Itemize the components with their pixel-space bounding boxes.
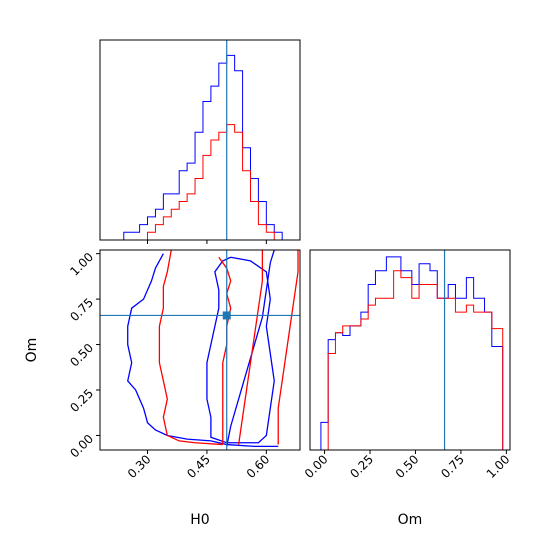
contour-red-0	[218, 256, 232, 445]
contour-y-tick-label-4: 1.00	[67, 250, 96, 279]
om-hist-x-tick-label-0: 0.00	[302, 452, 331, 481]
contour-red-3	[277, 250, 299, 445]
y-axis-label-om: Om	[24, 338, 40, 363]
truth-marker	[222, 311, 231, 320]
om-hist-x-tick-label-4: 1.00	[484, 452, 513, 481]
h0-om-contour-panel: 0.30 0.45 0.60 0.00 0.25 0.50 0.75 1.00	[67, 249, 301, 481]
contour-blue-1	[127, 253, 279, 448]
om-histogram-panel: 0.00 0.25 0.50 0.75 1.00	[302, 249, 513, 481]
om-hist-series-blue	[310, 256, 510, 451]
om-hist-x-tick-label-1: 0.25	[347, 452, 376, 481]
h0-hist-series-red	[100, 124, 300, 241]
h0-hist-frame	[99, 39, 301, 241]
contour-area	[127, 250, 299, 448]
om-hist-x-tick-label-2: 0.50	[393, 452, 422, 481]
contour-frame	[99, 249, 301, 451]
contour-red-1	[158, 250, 223, 446]
om-hist-x-tick-label-3: 0.75	[438, 452, 467, 481]
contour-blue-0	[206, 256, 275, 444]
x-axis-label-om: Om	[398, 512, 423, 528]
contour-x-tick-label-0: 0.30	[125, 452, 154, 481]
contour-y-tick-label-0: 0.00	[67, 432, 96, 461]
contour-blue-2	[226, 250, 275, 447]
om-hist-frame	[309, 249, 511, 451]
contour-y-tick-label-2: 0.50	[67, 341, 96, 370]
h0-hist-series-blue	[100, 54, 300, 241]
x-axis-label-h0: H0	[190, 512, 209, 528]
contour-x-tick-label-1: 0.45	[184, 452, 213, 481]
contour-y-tick-label-3: 0.75	[67, 295, 96, 324]
om-hist-series-red	[310, 270, 510, 451]
h0-histogram-panel	[99, 39, 301, 244]
contour-y-tick-label-1: 0.25	[67, 386, 96, 415]
contour-red-2	[237, 250, 264, 445]
contour-x-tick-label-2: 0.60	[244, 452, 273, 481]
